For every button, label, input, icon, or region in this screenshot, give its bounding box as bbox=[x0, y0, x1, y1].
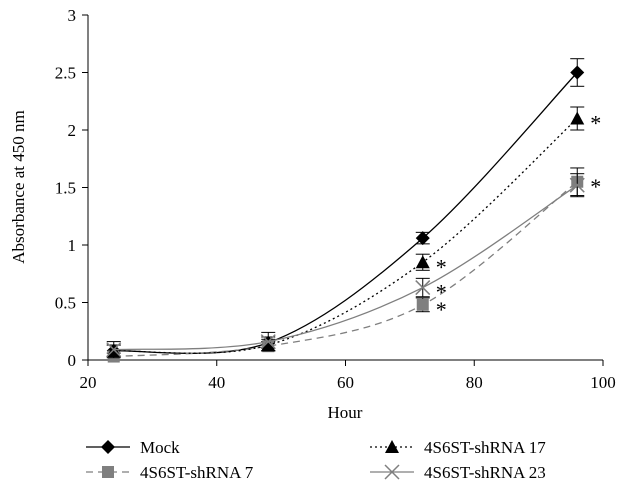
y-tick-label: 3 bbox=[68, 6, 77, 25]
data-point bbox=[415, 255, 430, 269]
x-tick-label: 20 bbox=[80, 373, 97, 392]
series-line bbox=[113, 184, 578, 351]
legend-label: Mock bbox=[140, 438, 180, 457]
legend-item: 4S6ST-shRNA 7 bbox=[86, 463, 254, 482]
legend-marker bbox=[101, 440, 115, 454]
x-axis: 20 40 60 80 100 Hour bbox=[80, 359, 616, 422]
plot-area: ***** bbox=[106, 58, 601, 363]
data-point bbox=[570, 111, 585, 125]
x-marker-stroke bbox=[106, 342, 122, 358]
x-marker-stroke bbox=[260, 334, 276, 350]
y-tick-label: 1.5 bbox=[55, 179, 76, 198]
series-2: ** bbox=[106, 106, 601, 358]
y-axis-label: Absorbance at 450 nm bbox=[9, 110, 28, 263]
data-point bbox=[416, 298, 429, 311]
series-line bbox=[113, 181, 578, 358]
legend-marker bbox=[384, 464, 400, 480]
y-ticks: 0 0.5 1 1.5 2 2.5 3 bbox=[55, 6, 88, 370]
legend-item: 4S6ST-shRNA 23 bbox=[370, 463, 546, 482]
x-ticks: 20 40 60 80 100 bbox=[80, 360, 616, 392]
y-tick-label: 0 bbox=[68, 351, 77, 370]
x-tick-label: 100 bbox=[590, 373, 616, 392]
y-tick-label: 0.5 bbox=[55, 294, 76, 313]
legend-label: 4S6ST-shRNA 17 bbox=[424, 438, 546, 457]
significance-mark: * bbox=[436, 254, 447, 279]
legend-marker bbox=[102, 466, 114, 478]
series-1: ** bbox=[106, 167, 601, 363]
legend-label: 4S6ST-shRNA 23 bbox=[424, 463, 546, 482]
x-tick-label: 60 bbox=[337, 373, 354, 392]
series-0 bbox=[106, 58, 585, 358]
y-tick-label: 1 bbox=[68, 236, 77, 255]
x-tick-label: 80 bbox=[466, 373, 483, 392]
y-axis: 0 0.5 1 1.5 2 2.5 3 Absorbance at 450 nm bbox=[9, 6, 89, 370]
significance-mark: * bbox=[590, 111, 601, 136]
x-marker-stroke bbox=[415, 280, 431, 296]
x-tick-label: 40 bbox=[208, 373, 225, 392]
x-axis-label: Hour bbox=[328, 403, 363, 422]
legend-item: Mock bbox=[86, 438, 180, 457]
data-point bbox=[260, 334, 276, 350]
data-point bbox=[570, 65, 585, 80]
legend: Mock 4S6ST-shRNA 7 4S6ST-shRNA 17 4S6ST-shR… bbox=[86, 438, 546, 482]
legend-marker bbox=[385, 440, 399, 453]
data-point bbox=[415, 280, 431, 296]
series-line bbox=[113, 118, 578, 354]
significance-mark: * bbox=[436, 297, 447, 322]
data-point bbox=[415, 231, 430, 246]
y-tick-label: 2.5 bbox=[55, 64, 76, 83]
x-marker-stroke bbox=[384, 464, 400, 480]
data-point bbox=[569, 177, 585, 193]
data-point bbox=[106, 342, 122, 358]
significance-mark: * bbox=[590, 174, 601, 199]
significance-mark: * bbox=[436, 280, 447, 305]
series-3: * bbox=[106, 173, 585, 359]
legend-item: 4S6ST-shRNA 17 bbox=[370, 438, 546, 457]
series-line bbox=[113, 72, 578, 355]
legend-label: 4S6ST-shRNA 7 bbox=[140, 463, 254, 482]
x-marker-stroke bbox=[569, 177, 585, 193]
y-tick-label: 2 bbox=[68, 121, 77, 140]
